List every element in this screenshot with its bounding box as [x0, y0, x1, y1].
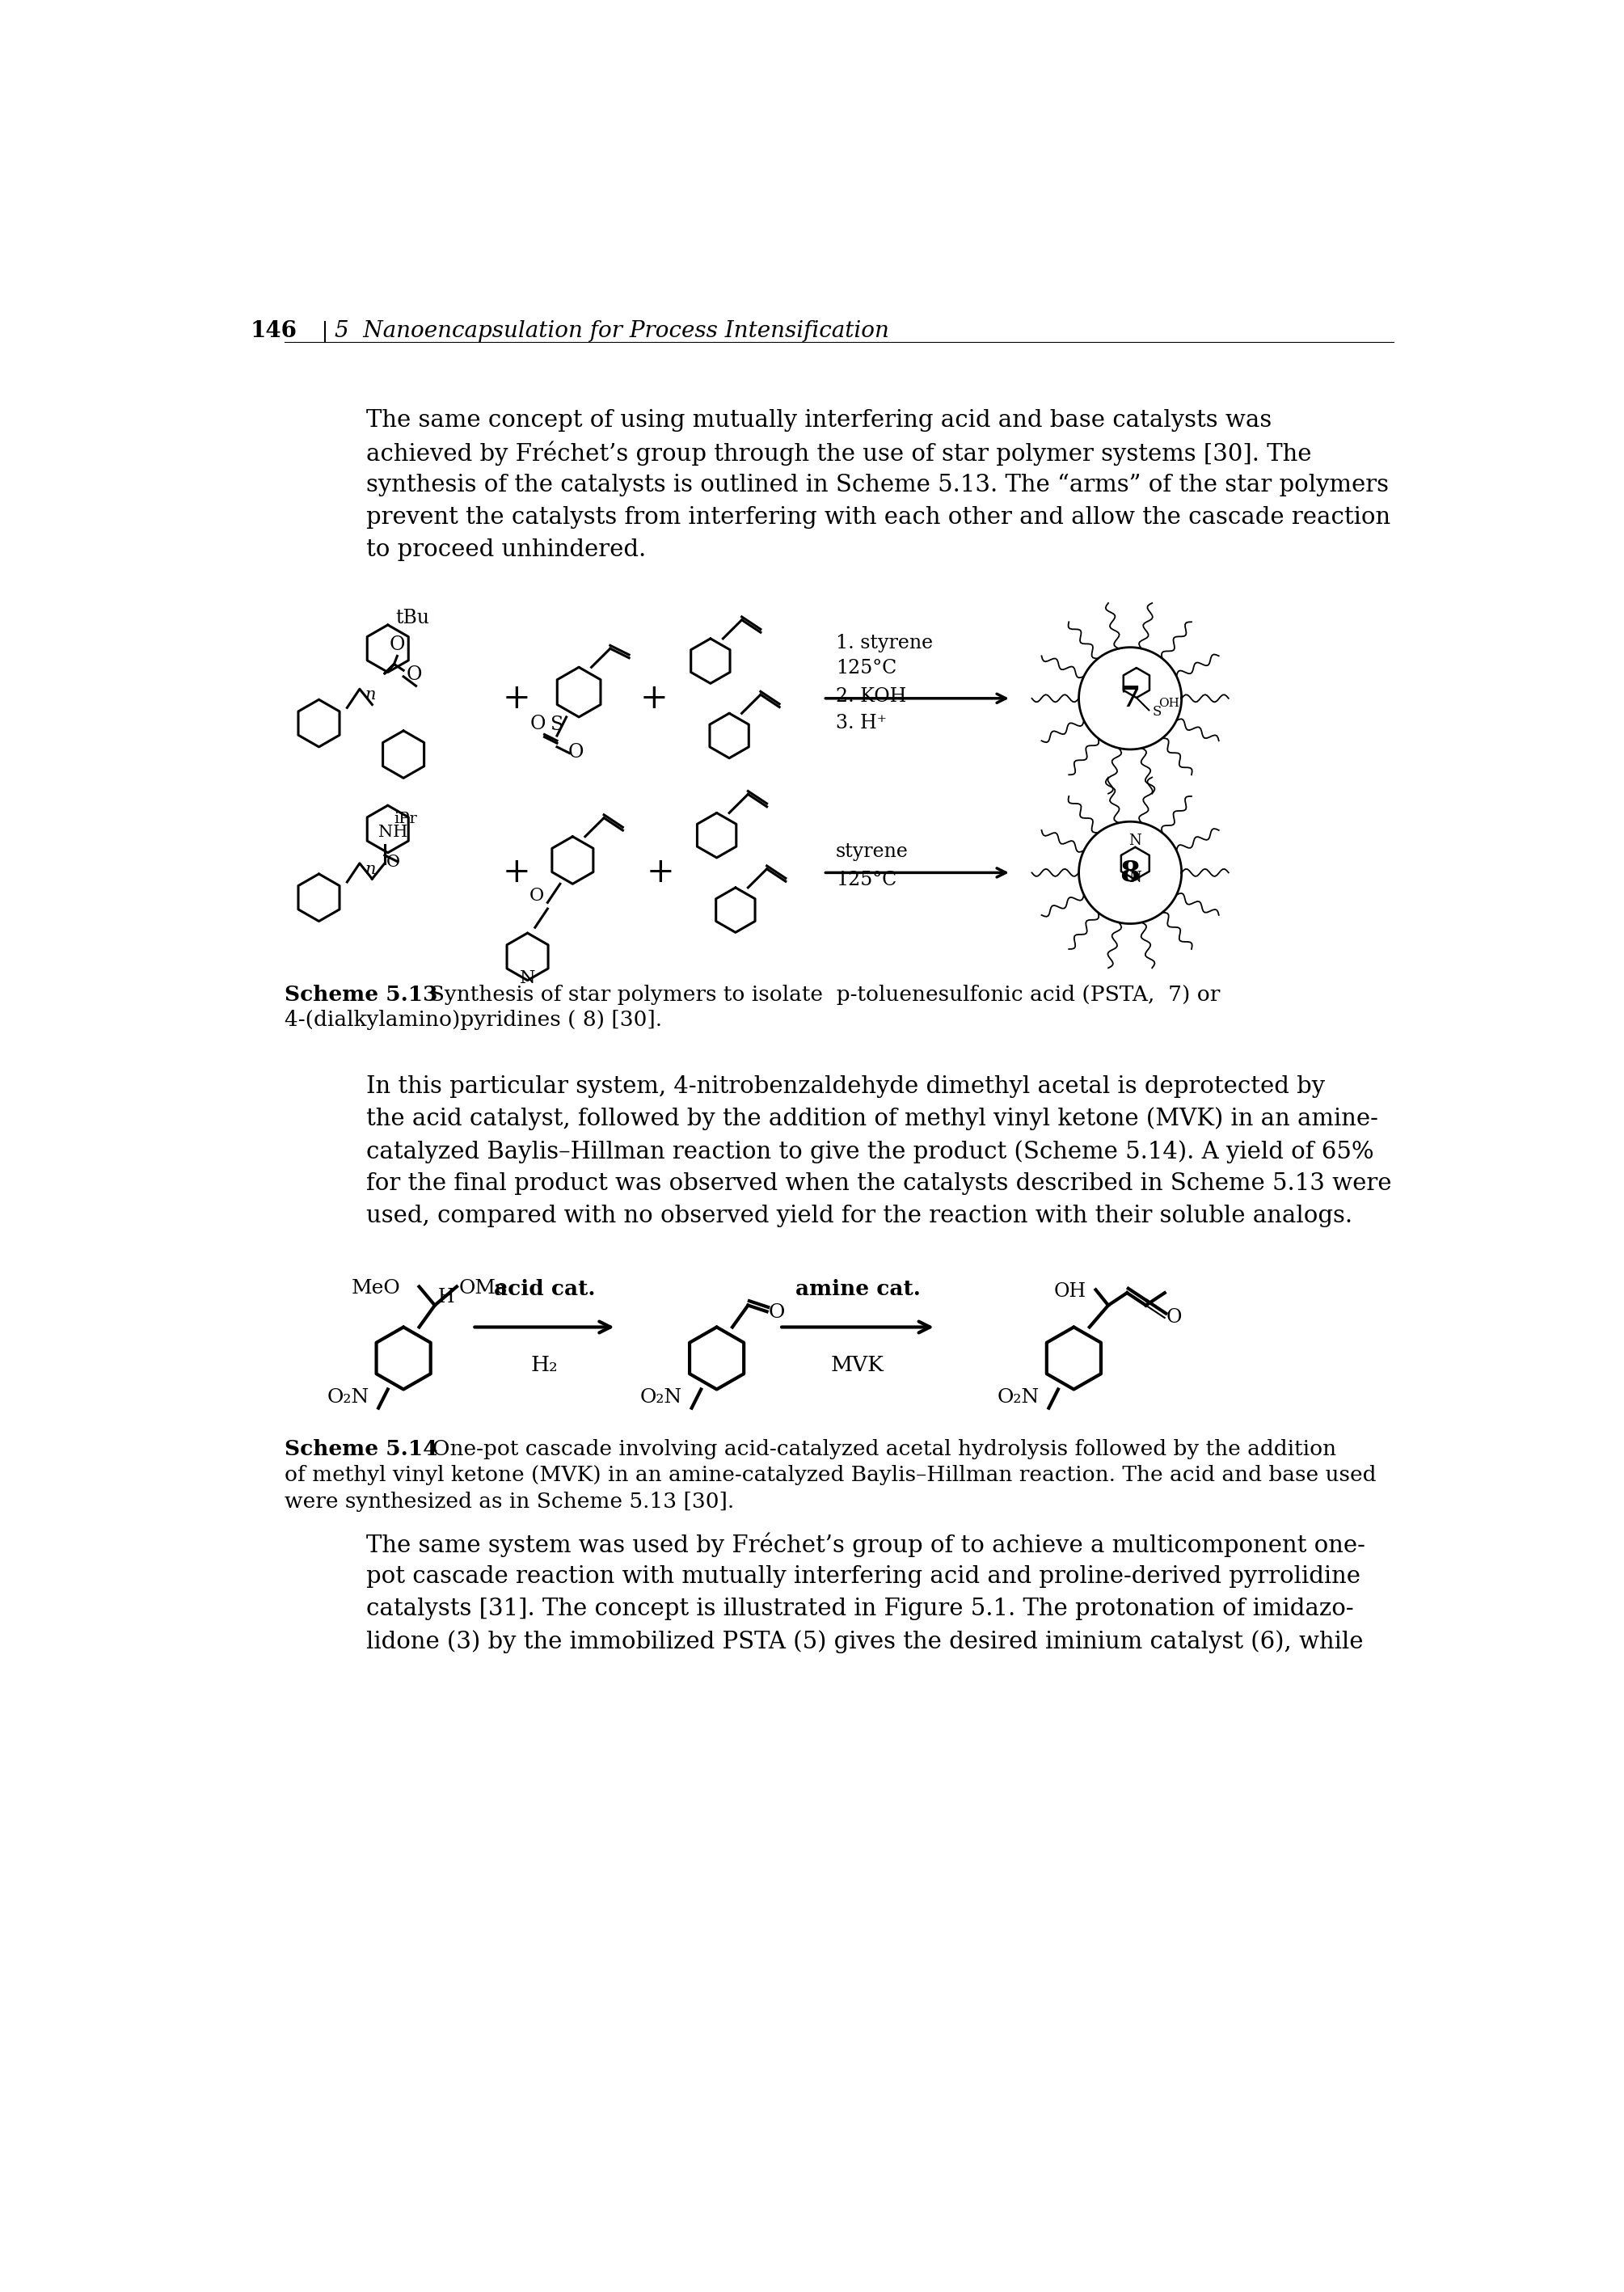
Text: +: +: [502, 855, 531, 889]
Text: +: +: [502, 681, 531, 715]
Text: S: S: [551, 715, 564, 733]
Text: H: H: [438, 1288, 455, 1306]
Text: synthesis of the catalysts is outlined in Scheme 5.13. The “arms” of the star po: synthesis of the catalysts is outlined i…: [365, 474, 1389, 497]
Text: Scheme 5.13: Scheme 5.13: [284, 986, 437, 1004]
Text: 8: 8: [1121, 860, 1140, 887]
Text: OH: OH: [1054, 1281, 1086, 1302]
Text: NH: NH: [378, 825, 408, 839]
Text: for the final product was observed when the catalysts described in Scheme 5.13 w: for the final product was observed when …: [365, 1171, 1392, 1194]
Text: O₂N: O₂N: [326, 1389, 369, 1407]
Text: acid cat.: acid cat.: [494, 1279, 594, 1300]
Text: +: +: [646, 855, 674, 889]
Text: 125°C: 125°C: [836, 871, 896, 889]
Text: 5  Nanoencapsulation for Process Intensification: 5 Nanoencapsulation for Process Intensif…: [335, 321, 888, 342]
Text: O: O: [1166, 1309, 1182, 1327]
Text: +: +: [640, 681, 667, 715]
Text: One-pot cascade involving acid-catalyzed acetal hydrolysis followed by the addit: One-pot cascade involving acid-catalyzed…: [419, 1439, 1337, 1460]
Text: O₂N: O₂N: [997, 1389, 1039, 1407]
Text: In this particular system, 4-nitrobenzaldehyde dimethyl acetal is deprotected by: In this particular system, 4-nitrobenzal…: [365, 1075, 1325, 1098]
Text: the acid catalyst, followed by the addition of methyl vinyl ketone (MVK) in an a: the acid catalyst, followed by the addit…: [365, 1107, 1377, 1130]
Text: lidone (3) by the immobilized PSTA (5) gives the desired iminium catalyst (6), w: lidone (3) by the immobilized PSTA (5) g…: [365, 1630, 1363, 1653]
Text: to proceed unhindered.: to proceed unhindered.: [365, 539, 646, 562]
Text: The same system was used by Fréchet’s group of to achieve a multicomponent one-: The same system was used by Fréchet’s gr…: [365, 1533, 1364, 1556]
Text: N: N: [520, 970, 536, 988]
Text: H₂: H₂: [531, 1355, 559, 1375]
Text: MeO: MeO: [351, 1279, 401, 1297]
Text: 125°C: 125°C: [836, 658, 896, 678]
Text: O: O: [529, 887, 544, 905]
Text: styrene: styrene: [836, 843, 908, 862]
Text: prevent the catalysts from interfering with each other and allow the cascade rea: prevent the catalysts from interfering w…: [365, 507, 1390, 529]
Text: O₂N: O₂N: [640, 1389, 682, 1407]
Text: 146: 146: [250, 321, 297, 342]
Text: O: O: [531, 715, 546, 733]
Text: The same concept of using mutually interfering acid and base catalysts was: The same concept of using mutually inter…: [365, 408, 1272, 431]
Text: catalyzed Baylis–Hillman reaction to give the product (Scheme 5.14). A yield of : catalyzed Baylis–Hillman reaction to giv…: [365, 1139, 1374, 1162]
Text: amine cat.: amine cat.: [796, 1279, 921, 1300]
Text: Synthesis of star polymers to isolate  p-toluenesulfonic acid (PSTA,  7) or: Synthesis of star polymers to isolate p-…: [416, 986, 1220, 1004]
Text: N: N: [1129, 871, 1142, 885]
Text: 7: 7: [1121, 685, 1140, 713]
Text: 3. H⁺: 3. H⁺: [836, 713, 887, 731]
Text: OH: OH: [1158, 697, 1179, 708]
Text: N: N: [1129, 834, 1142, 848]
Text: n: n: [365, 862, 375, 878]
Text: 2. KOH: 2. KOH: [836, 688, 906, 706]
Text: catalysts [31]. The concept is illustrated in Figure 5.1. The protonation of imi: catalysts [31]. The concept is illustrat…: [365, 1598, 1353, 1620]
Text: Scheme 5.14: Scheme 5.14: [284, 1439, 438, 1460]
Text: used, compared with no observed yield for the reaction with their soluble analog: used, compared with no observed yield fo…: [365, 1206, 1353, 1226]
Text: pot cascade reaction with mutually interfering acid and proline-derived pyrrolid: pot cascade reaction with mutually inter…: [365, 1565, 1361, 1588]
Text: MVK: MVK: [831, 1355, 885, 1375]
Text: O: O: [406, 665, 422, 683]
Text: O: O: [390, 635, 404, 653]
Text: were synthesized as in Scheme 5.13 [30].: were synthesized as in Scheme 5.13 [30].: [284, 1492, 734, 1513]
Text: iPr: iPr: [395, 811, 417, 825]
Text: O: O: [768, 1304, 784, 1322]
Text: 1. styrene: 1. styrene: [836, 635, 932, 653]
Text: OMe: OMe: [458, 1279, 508, 1297]
Text: O: O: [568, 743, 583, 761]
Text: tBu: tBu: [396, 610, 430, 628]
Text: O: O: [387, 855, 400, 869]
Text: n: n: [365, 688, 375, 704]
Text: achieved by Fréchet’s group through the use of star polymer systems [30]. The: achieved by Fréchet’s group through the …: [365, 442, 1311, 465]
Text: 4-(dialkylamino)pyridines ( 8) [30].: 4-(dialkylamino)pyridines ( 8) [30].: [284, 1008, 663, 1029]
Text: of methyl vinyl ketone (MVK) in an amine-catalyzed Baylis–Hillman reaction. The : of methyl vinyl ketone (MVK) in an amine…: [284, 1465, 1376, 1485]
Text: S: S: [1151, 704, 1161, 717]
